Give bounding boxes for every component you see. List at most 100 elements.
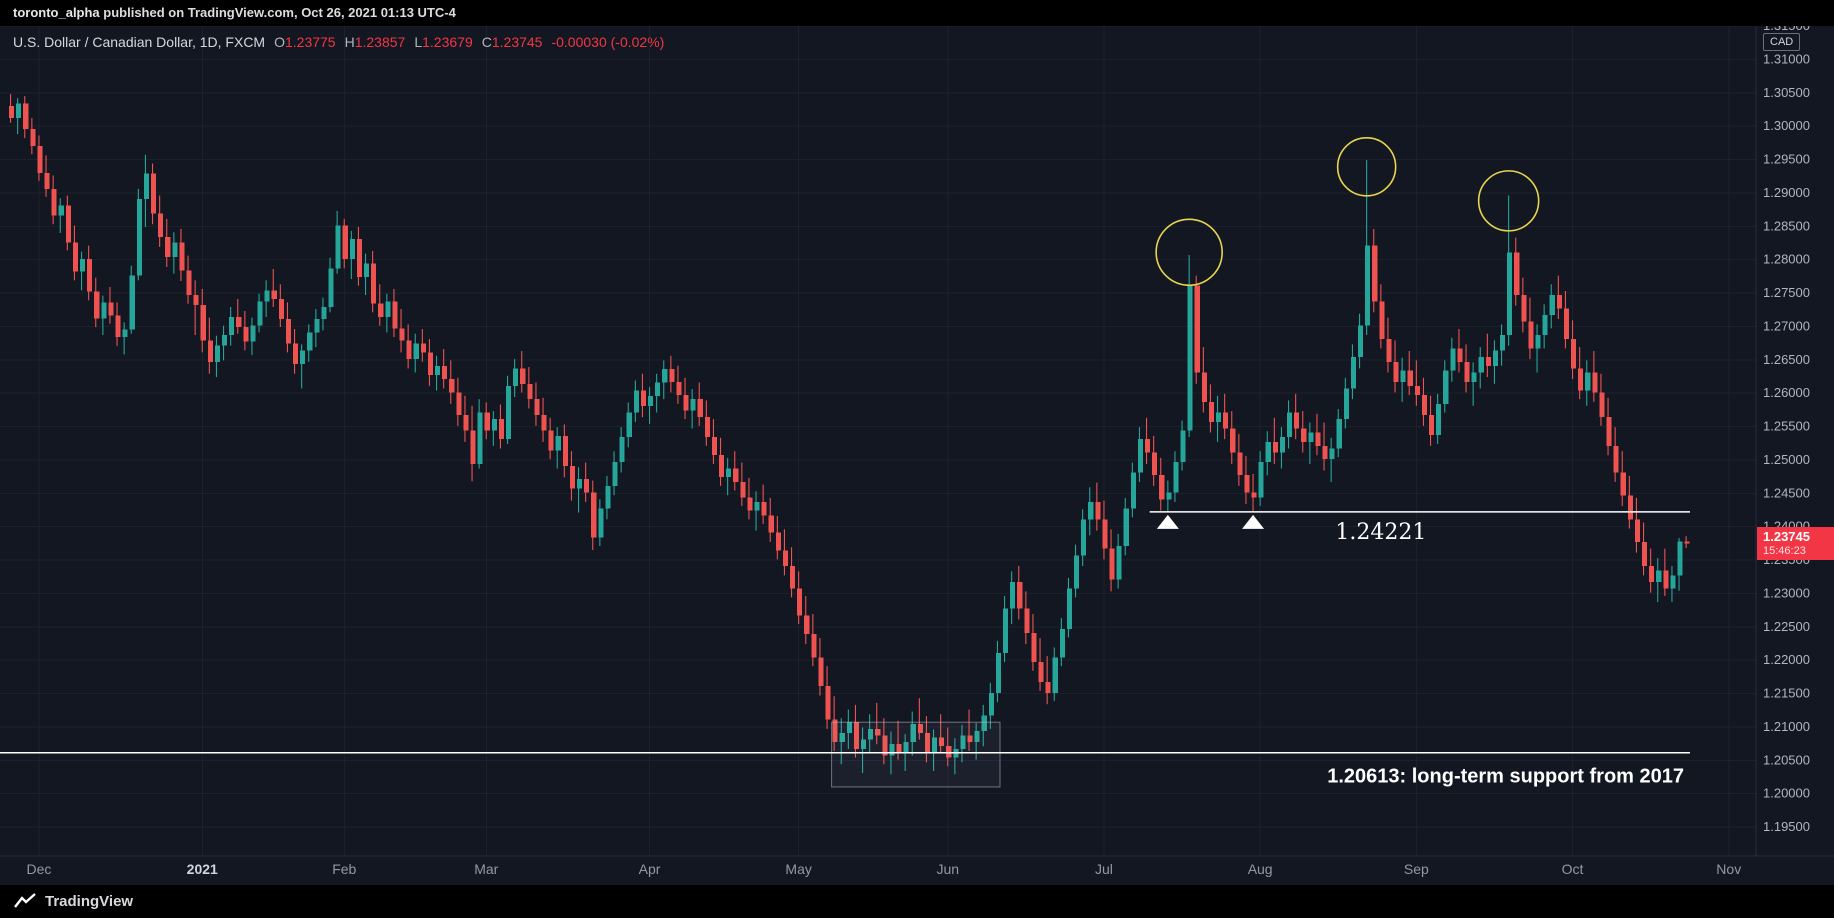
candle [569, 465, 575, 489]
candle [37, 146, 43, 173]
candle [704, 417, 710, 438]
candle [683, 395, 689, 411]
price-tick-label[interactable]: 1.28000 [1763, 252, 1810, 267]
candle [1414, 385, 1420, 396]
price-tick-label[interactable]: 1.21500 [1763, 686, 1810, 701]
price-tick-label[interactable]: 1.22000 [1763, 652, 1810, 667]
candle [44, 172, 50, 189]
price-tick-label[interactable]: 1.26500 [1763, 352, 1810, 367]
candle [910, 724, 916, 743]
price-tick-label[interactable]: 1.30000 [1763, 118, 1810, 133]
candle [669, 369, 675, 382]
price-tick-label[interactable]: 1.30500 [1763, 85, 1810, 100]
candle [65, 205, 71, 243]
price-tick-label[interactable]: 1.19500 [1763, 819, 1810, 834]
candle [1208, 401, 1214, 422]
currency-badge[interactable]: CAD [1763, 33, 1801, 51]
candle [932, 737, 938, 753]
highlight-circle[interactable] [1155, 218, 1223, 287]
triangle-marker[interactable] [1242, 514, 1265, 529]
symbol-title[interactable]: U.S. Dollar / Canadian Dollar, 1D, FXCM [13, 34, 266, 50]
price-tick-label[interactable]: 1.31000 [1763, 51, 1810, 66]
time-tick-label[interactable]: Jun [936, 861, 959, 877]
candle [733, 468, 739, 482]
candle [498, 419, 504, 440]
triangle-marker[interactable] [1156, 514, 1179, 529]
price-tick-label[interactable]: 1.27000 [1763, 318, 1810, 333]
candle [1471, 372, 1477, 382]
candle [974, 730, 980, 743]
publish-info-bar: toronto_alpha published on TradingView.c… [0, 0, 1834, 26]
candle [1294, 412, 1300, 429]
candle [740, 481, 746, 498]
time-tick-label[interactable]: Nov [1716, 861, 1741, 877]
resistance-line-label: 1.24221 [1335, 520, 1426, 545]
time-tick-label[interactable]: Mar [474, 861, 498, 877]
price-tick-label[interactable]: 1.20500 [1763, 752, 1810, 767]
candle [165, 236, 171, 257]
candle [335, 225, 341, 269]
candle [882, 735, 888, 756]
candle [711, 437, 717, 456]
price-tick-label[interactable]: 1.29000 [1763, 185, 1810, 200]
base-rectangle-drawing[interactable] [831, 721, 1001, 788]
candle [1336, 419, 1342, 449]
candle [1521, 295, 1527, 322]
candle [1393, 361, 1399, 382]
high-value: 1.23857 [354, 34, 406, 50]
candle [378, 303, 384, 318]
time-tick-label[interactable]: 2021 [187, 861, 218, 877]
tradingview-logo[interactable]: TradingView [13, 892, 133, 911]
time-tick-label[interactable]: Sep [1404, 861, 1429, 877]
publisher-username: toronto_alpha [13, 5, 100, 20]
price-tick-label[interactable]: 1.23000 [1763, 585, 1810, 600]
price-tick-label[interactable]: 1.20000 [1763, 786, 1810, 801]
time-tick-label[interactable]: Apr [639, 861, 661, 877]
price-tick-label[interactable]: 1.21000 [1763, 719, 1810, 734]
price-tick-label[interactable]: 1.26000 [1763, 385, 1810, 400]
time-tick-label[interactable]: Aug [1248, 861, 1273, 877]
candlestick-chart[interactable]: 1.20613: long-term support from 2017 1.24… [0, 18, 1834, 885]
candle [662, 369, 668, 383]
candle [896, 744, 902, 753]
open-label: O [274, 34, 285, 50]
candle [1038, 662, 1044, 683]
highlight-circle[interactable] [1477, 170, 1540, 232]
candle [1585, 372, 1591, 391]
price-tick-label[interactable]: 1.25000 [1763, 452, 1810, 467]
price-tick-label[interactable]: 1.25500 [1763, 419, 1810, 434]
price-tick-label[interactable]: 1.24500 [1763, 485, 1810, 500]
candle [222, 335, 228, 346]
candle [1365, 245, 1371, 326]
candle [143, 173, 149, 199]
price-tick-label[interactable]: 1.22500 [1763, 619, 1810, 634]
candle [72, 242, 78, 272]
candle [1358, 325, 1364, 358]
candle [861, 739, 867, 749]
candle [1457, 348, 1463, 362]
time-tick-label[interactable]: Jul [1095, 861, 1113, 877]
time-tick-label[interactable]: May [785, 861, 811, 877]
highlight-circle[interactable] [1336, 137, 1397, 197]
price-tick-label[interactable]: 1.28500 [1763, 218, 1810, 233]
price-tick-label[interactable]: 1.27500 [1763, 285, 1810, 300]
time-tick-label[interactable]: Dec [26, 861, 51, 877]
symbol-legend: U.S. Dollar / Canadian Dollar, 1D, FXCM O… [13, 34, 664, 50]
candle [1514, 252, 1520, 296]
candle [676, 381, 682, 396]
candle [1301, 428, 1307, 442]
price-tick-label[interactable]: 1.31500 [1763, 18, 1810, 33]
time-tick-label[interactable]: Feb [332, 861, 356, 877]
candle [1003, 608, 1009, 653]
candle [293, 343, 299, 364]
candle [1287, 412, 1293, 438]
candle [924, 732, 930, 753]
candle [1464, 361, 1470, 382]
time-tick-label[interactable]: Oct [1562, 861, 1584, 877]
candle [548, 430, 554, 451]
candle [875, 728, 881, 736]
candle [1109, 548, 1115, 580]
candle [555, 435, 561, 451]
price-tick-label[interactable]: 1.29500 [1763, 152, 1810, 167]
